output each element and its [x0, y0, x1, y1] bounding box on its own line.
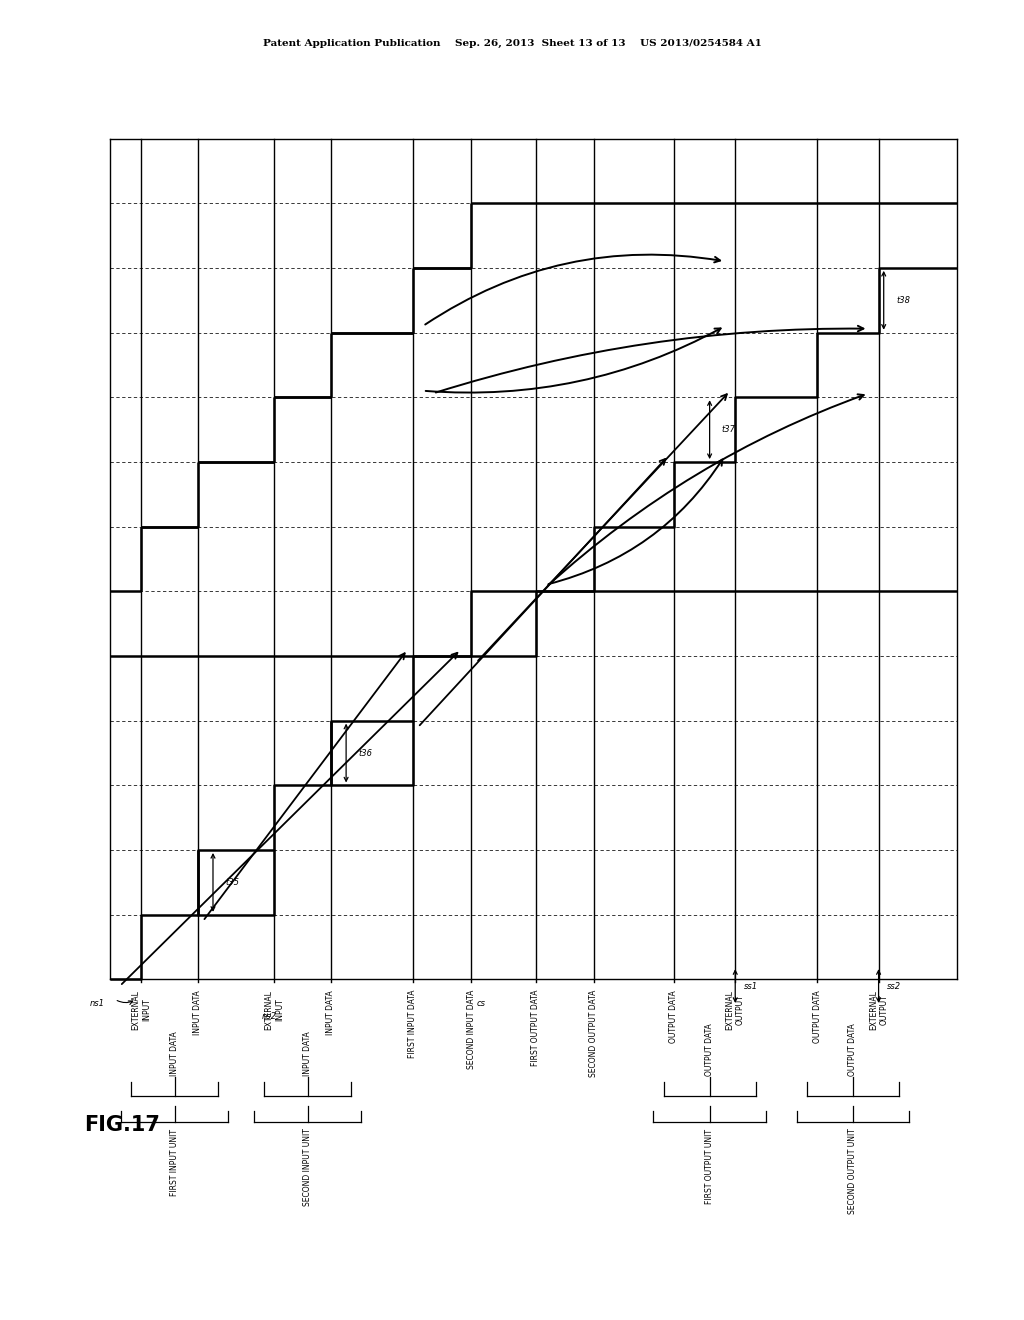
Text: ss1: ss1	[743, 982, 758, 990]
Text: ns2: ns2	[262, 1012, 276, 1022]
FancyArrowPatch shape	[548, 395, 863, 586]
Text: EXTERNAL
OUTPUT: EXTERNAL OUTPUT	[726, 990, 744, 1030]
Text: Patent Application Publication    Sep. 26, 2013  Sheet 13 of 13    US 2013/02545: Patent Application Publication Sep. 26, …	[262, 40, 762, 48]
Text: t35: t35	[225, 878, 240, 887]
Text: INPUT DATA: INPUT DATA	[327, 990, 335, 1035]
Text: t36: t36	[358, 748, 373, 758]
Text: t37: t37	[722, 425, 736, 434]
Text: FIRST OUTPUT UNIT: FIRST OUTPUT UNIT	[706, 1129, 714, 1204]
Text: INPUT DATA: INPUT DATA	[170, 1031, 179, 1076]
Text: t38: t38	[896, 296, 910, 305]
FancyArrowPatch shape	[436, 326, 863, 392]
FancyArrowPatch shape	[425, 255, 720, 325]
Text: FIRST INPUT UNIT: FIRST INPUT UNIT	[170, 1129, 179, 1196]
Text: OUTPUT DATA: OUTPUT DATA	[670, 990, 678, 1043]
FancyArrowPatch shape	[549, 459, 722, 583]
Text: OUTPUT DATA: OUTPUT DATA	[849, 1023, 857, 1076]
FancyArrowPatch shape	[117, 1001, 133, 1005]
Text: EXTERNAL
INPUT: EXTERNAL INPUT	[265, 990, 284, 1030]
Text: EXTERNAL
INPUT: EXTERNAL INPUT	[132, 990, 151, 1030]
Text: FIG.17: FIG.17	[84, 1114, 160, 1135]
Text: FIRST OUTPUT DATA: FIRST OUTPUT DATA	[531, 990, 540, 1067]
Text: INPUT DATA: INPUT DATA	[194, 990, 202, 1035]
Text: FIRST INPUT DATA: FIRST INPUT DATA	[409, 990, 417, 1059]
Text: SECOND INPUT DATA: SECOND INPUT DATA	[467, 990, 475, 1069]
Text: OUTPUT DATA: OUTPUT DATA	[706, 1023, 714, 1076]
Text: INPUT DATA: INPUT DATA	[303, 1031, 312, 1076]
Text: cs: cs	[476, 999, 485, 1007]
Text: OUTPUT DATA: OUTPUT DATA	[813, 990, 821, 1043]
Text: SECOND OUTPUT DATA: SECOND OUTPUT DATA	[590, 990, 598, 1077]
FancyArrowPatch shape	[426, 329, 721, 392]
Text: ss2: ss2	[887, 982, 901, 990]
Text: SECOND OUTPUT UNIT: SECOND OUTPUT UNIT	[849, 1129, 857, 1214]
Text: EXTERNAL
OUTPUT: EXTERNAL OUTPUT	[869, 990, 888, 1030]
Text: ns1: ns1	[89, 999, 104, 1007]
Text: SECOND INPUT UNIT: SECOND INPUT UNIT	[303, 1129, 312, 1206]
